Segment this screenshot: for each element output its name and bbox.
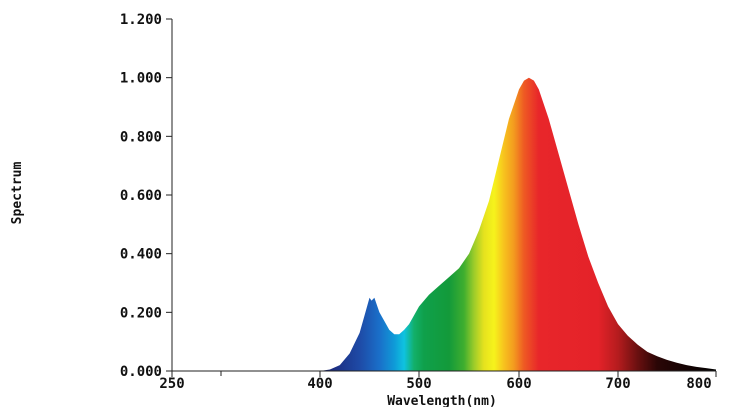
x-tick-label: 400	[307, 376, 332, 392]
y-tick-label: 0.200	[120, 305, 162, 321]
y-axis-title: Spectrum	[10, 162, 25, 225]
y-tick-label: 0.000	[120, 364, 162, 380]
y-tick-label: 0.600	[120, 188, 162, 204]
spectrum-area	[320, 77, 716, 371]
y-tick-label: 0.400	[120, 247, 162, 263]
x-axis-title: Wavelength(nm)	[387, 394, 497, 407]
y-tick-label: 1.000	[120, 71, 162, 87]
y-tick-label: 0.800	[120, 129, 162, 145]
x-tick-label: 600	[506, 376, 531, 392]
axes: 0.000 0.200 0.400 0.600 0.800 1.000 1.200 250 40…	[120, 12, 717, 392]
plot-area	[320, 77, 716, 371]
x-tick-label: 500	[406, 376, 431, 392]
x-tick-label: 250	[159, 376, 184, 392]
y-tick-label: 1.200	[120, 12, 162, 28]
x-tick-label: 800	[686, 376, 711, 392]
x-tick-label: 700	[605, 376, 630, 392]
